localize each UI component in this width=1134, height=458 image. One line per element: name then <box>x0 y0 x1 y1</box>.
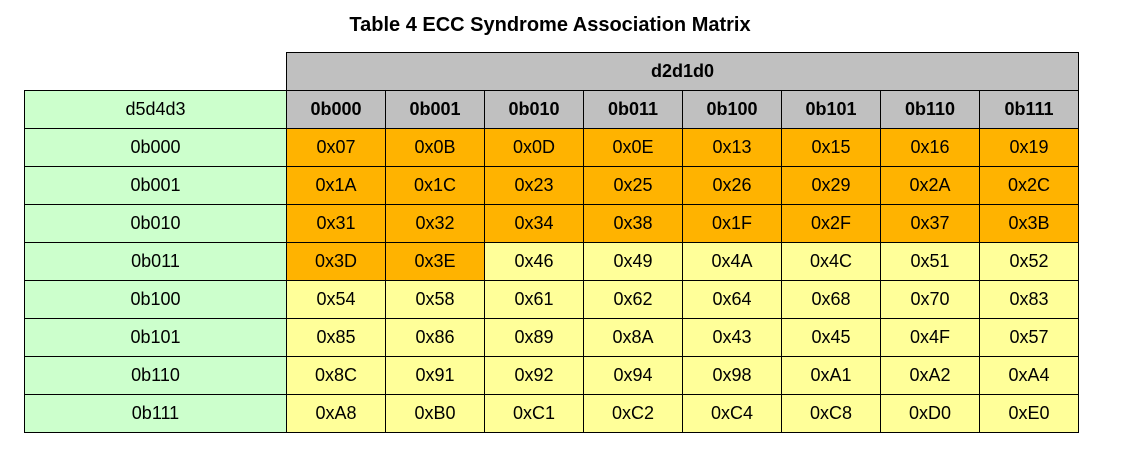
syndrome-cell: 0x68 <box>781 280 881 319</box>
syndrome-cell: 0x3E <box>385 242 485 281</box>
table-row: 0b010 0x31 0x32 0x34 0x38 0x1F 0x2F 0x37 0x3B <box>24 204 1080 243</box>
row-label: 0b111 <box>24 394 287 433</box>
syndrome-cell: 0xC8 <box>781 394 881 433</box>
syndrome-cell: 0x29 <box>781 166 881 205</box>
row-label: 0b101 <box>24 318 287 357</box>
table-row: 0b001 0x1A 0x1C 0x23 0x25 0x26 0x29 0x2A 0x2C <box>24 166 1080 205</box>
syndrome-cell: 0x45 <box>781 318 881 357</box>
syndrome-cell: 0x52 <box>978 242 1080 281</box>
table-row: 0b111 0xA8 0xB0 0xC1 0xC2 0xC4 0xC8 0xD0 0xE0 <box>24 394 1080 433</box>
syndrome-cell: 0x07 <box>286 128 386 167</box>
column-header: 0b010 <box>484 90 584 129</box>
syndrome-cell: 0x23 <box>484 166 584 205</box>
syndrome-cell: 0x54 <box>286 280 386 319</box>
syndrome-cell: 0x1F <box>682 204 782 243</box>
syndrome-cell: 0x26 <box>682 166 782 205</box>
syndrome-cell: 0x86 <box>385 318 485 357</box>
corner-cell <box>24 52 287 91</box>
syndrome-cell: 0xA2 <box>880 356 980 395</box>
syndrome-cell: 0xC4 <box>682 394 782 433</box>
syndrome-cell: 0x3D <box>286 242 386 281</box>
syndrome-cell: 0x16 <box>880 128 980 167</box>
syndrome-cell: 0x13 <box>682 128 782 167</box>
syndrome-cell: 0x2A <box>880 166 980 205</box>
syndrome-matrix-table: d2d1d0 d5d4d3 0b000 0b001 0b010 0b011 0b100 0… <box>24 52 1080 433</box>
syndrome-cell: 0x38 <box>583 204 683 243</box>
syndrome-cell: 0x62 <box>583 280 683 319</box>
syndrome-cell: 0x2F <box>781 204 881 243</box>
syndrome-cell: 0x0E <box>583 128 683 167</box>
syndrome-cell: 0x19 <box>978 128 1080 167</box>
syndrome-cell: 0x3B <box>978 204 1080 243</box>
syndrome-cell: 0x70 <box>880 280 980 319</box>
column-header: 0b111 <box>978 90 1080 129</box>
syndrome-cell: 0x8C <box>286 356 386 395</box>
syndrome-cell: 0x64 <box>682 280 782 319</box>
syndrome-cell: 0x91 <box>385 356 485 395</box>
column-header: 0b101 <box>781 90 881 129</box>
syndrome-cell: 0x46 <box>484 242 584 281</box>
syndrome-cell: 0x31 <box>286 204 386 243</box>
column-header: 0b000 <box>286 90 386 129</box>
syndrome-cell: 0xB0 <box>385 394 485 433</box>
syndrome-cell: 0x61 <box>484 280 584 319</box>
group-header-row: d2d1d0 <box>24 52 1080 91</box>
syndrome-cell: 0x89 <box>484 318 584 357</box>
syndrome-cell: 0x34 <box>484 204 584 243</box>
syndrome-cell: 0xA4 <box>978 356 1080 395</box>
syndrome-cell: 0x58 <box>385 280 485 319</box>
syndrome-cell: 0x98 <box>682 356 782 395</box>
syndrome-cell: 0xA8 <box>286 394 386 433</box>
syndrome-cell: 0xC2 <box>583 394 683 433</box>
column-group-header: d2d1d0 <box>285 52 1080 91</box>
syndrome-cell: 0xC1 <box>484 394 584 433</box>
syndrome-cell: 0x15 <box>781 128 881 167</box>
syndrome-cell: 0x94 <box>583 356 683 395</box>
column-header: 0b110 <box>880 90 980 129</box>
row-label: 0b010 <box>24 204 287 243</box>
table-row: 0b000 0x07 0x0B 0x0D 0x0E 0x13 0x15 0x16 0x19 <box>24 128 1080 167</box>
syndrome-cell: 0x0B <box>385 128 485 167</box>
syndrome-cell: 0x49 <box>583 242 683 281</box>
row-label: 0b000 <box>24 128 287 167</box>
syndrome-cell: 0x25 <box>583 166 683 205</box>
syndrome-cell: 0x51 <box>880 242 980 281</box>
table-row: 0b110 0x8C 0x91 0x92 0x94 0x98 0xA1 0xA2 0xA4 <box>24 356 1080 395</box>
syndrome-cell: 0x83 <box>978 280 1080 319</box>
syndrome-cell: 0x2C <box>978 166 1080 205</box>
syndrome-cell: 0xE0 <box>978 394 1080 433</box>
syndrome-cell: 0x4A <box>682 242 782 281</box>
syndrome-cell: 0xD0 <box>880 394 980 433</box>
column-header: 0b011 <box>583 90 683 129</box>
column-header-row: d5d4d3 0b000 0b001 0b010 0b011 0b100 0b101 0b1… <box>24 90 1080 129</box>
syndrome-cell: 0x32 <box>385 204 485 243</box>
syndrome-cell: 0x92 <box>484 356 584 395</box>
syndrome-cell: 0x1C <box>385 166 485 205</box>
syndrome-cell: 0x57 <box>978 318 1080 357</box>
column-header: 0b100 <box>682 90 782 129</box>
syndrome-cell: 0x85 <box>286 318 386 357</box>
row-header-label: d5d4d3 <box>24 90 287 129</box>
syndrome-cell: 0x1A <box>286 166 386 205</box>
table-row: 0b011 0x3D 0x3E 0x46 0x49 0x4A 0x4C 0x51 0x52 <box>24 242 1080 281</box>
table-row: 0b101 0x85 0x86 0x89 0x8A 0x43 0x45 0x4F 0x57 <box>24 318 1080 357</box>
syndrome-cell: 0x0D <box>484 128 584 167</box>
syndrome-cell: 0x4F <box>880 318 980 357</box>
row-label: 0b001 <box>24 166 287 205</box>
syndrome-cell: 0x43 <box>682 318 782 357</box>
row-label: 0b011 <box>24 242 287 281</box>
table-title: Table 4 ECC Syndrome Association Matrix <box>349 14 751 36</box>
syndrome-cell: 0x37 <box>880 204 980 243</box>
table-row: 0b100 0x54 0x58 0x61 0x62 0x64 0x68 0x70 0x83 <box>24 280 1080 319</box>
row-label: 0b100 <box>24 280 287 319</box>
syndrome-cell: 0xA1 <box>781 356 881 395</box>
syndrome-cell: 0x4C <box>781 242 881 281</box>
row-label: 0b110 <box>24 356 287 395</box>
column-header: 0b001 <box>385 90 485 129</box>
syndrome-cell: 0x8A <box>583 318 683 357</box>
